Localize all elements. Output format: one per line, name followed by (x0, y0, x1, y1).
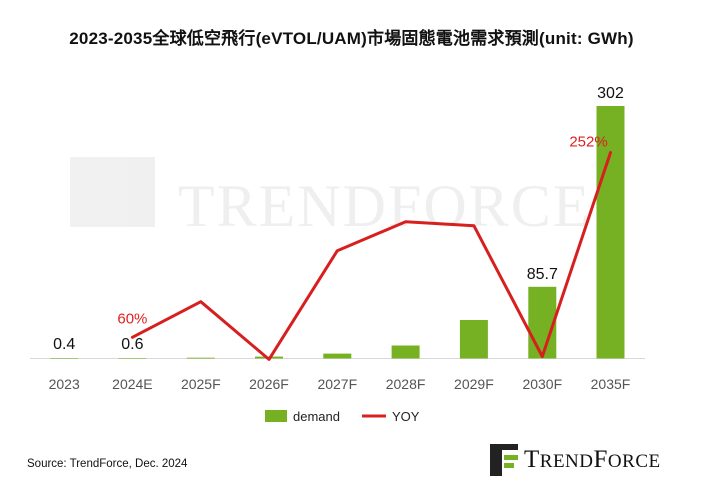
legend-label-yoy: YOY (392, 409, 420, 424)
trendforce-logo-icon (490, 444, 518, 476)
legend-swatch-demand (265, 410, 287, 422)
x-tick-2026F: 2026F (249, 376, 289, 392)
yoy-line (130, 151, 612, 361)
brand-logo: TRENDFORCE (490, 438, 690, 478)
bar-2035F (596, 106, 625, 359)
data-label-yoy-2024E: 60% (117, 310, 147, 327)
bar-2029F (459, 320, 488, 359)
bar-2027F (323, 353, 352, 359)
bar-2024E (118, 358, 147, 359)
x-tick-2025F: 2025F (181, 376, 221, 392)
data-labels-layer: 0.4 0.6 85.7 302 60% 252% (53, 85, 624, 353)
bars-layer (50, 106, 625, 359)
legend-label-demand: demand (293, 409, 340, 424)
bar-2030F (528, 286, 557, 359)
bar-2025F (186, 357, 215, 359)
bar-2028F (391, 345, 420, 359)
x-tick-2030F: 2030F (522, 376, 562, 392)
x-tick-2023: 2023 (49, 376, 80, 392)
x-tick-2024E: 2024E (112, 376, 152, 392)
source-note: Source: TrendForce, Dec. 2024 (27, 458, 188, 470)
x-tick-2027F: 2027F (317, 376, 357, 392)
data-label-demand-2030F: 85.7 (527, 266, 558, 283)
x-tick-labels: 2023 2024E 2025F 2026F 2027F 2028F 2029F 2030F 2… (49, 376, 631, 392)
data-label-demand-2035F: 302 (597, 85, 624, 102)
data-label-demand-2024E: 0.6 (121, 336, 143, 353)
legend: demand YOY (265, 409, 420, 424)
svg-text:TRENDFORCE: TRENDFORCE (178, 173, 591, 239)
x-tick-2029F: 2029F (454, 376, 494, 392)
data-label-yoy-2035F: 252% (569, 134, 607, 151)
yoy-line-layer (130, 151, 612, 361)
chart-title: 2023-2035全球低空飛行(eVTOL/UAM)市場固態電池需求預測(uni… (69, 29, 634, 48)
watermark: TRENDFORCE (70, 157, 591, 239)
x-tick-2028F: 2028F (386, 376, 426, 392)
bar-2023 (50, 358, 79, 359)
x-tick-2035F: 2035F (591, 376, 631, 392)
data-label-demand-2023: 0.4 (53, 336, 75, 353)
brand-name: TRENDFORCE (524, 446, 661, 473)
